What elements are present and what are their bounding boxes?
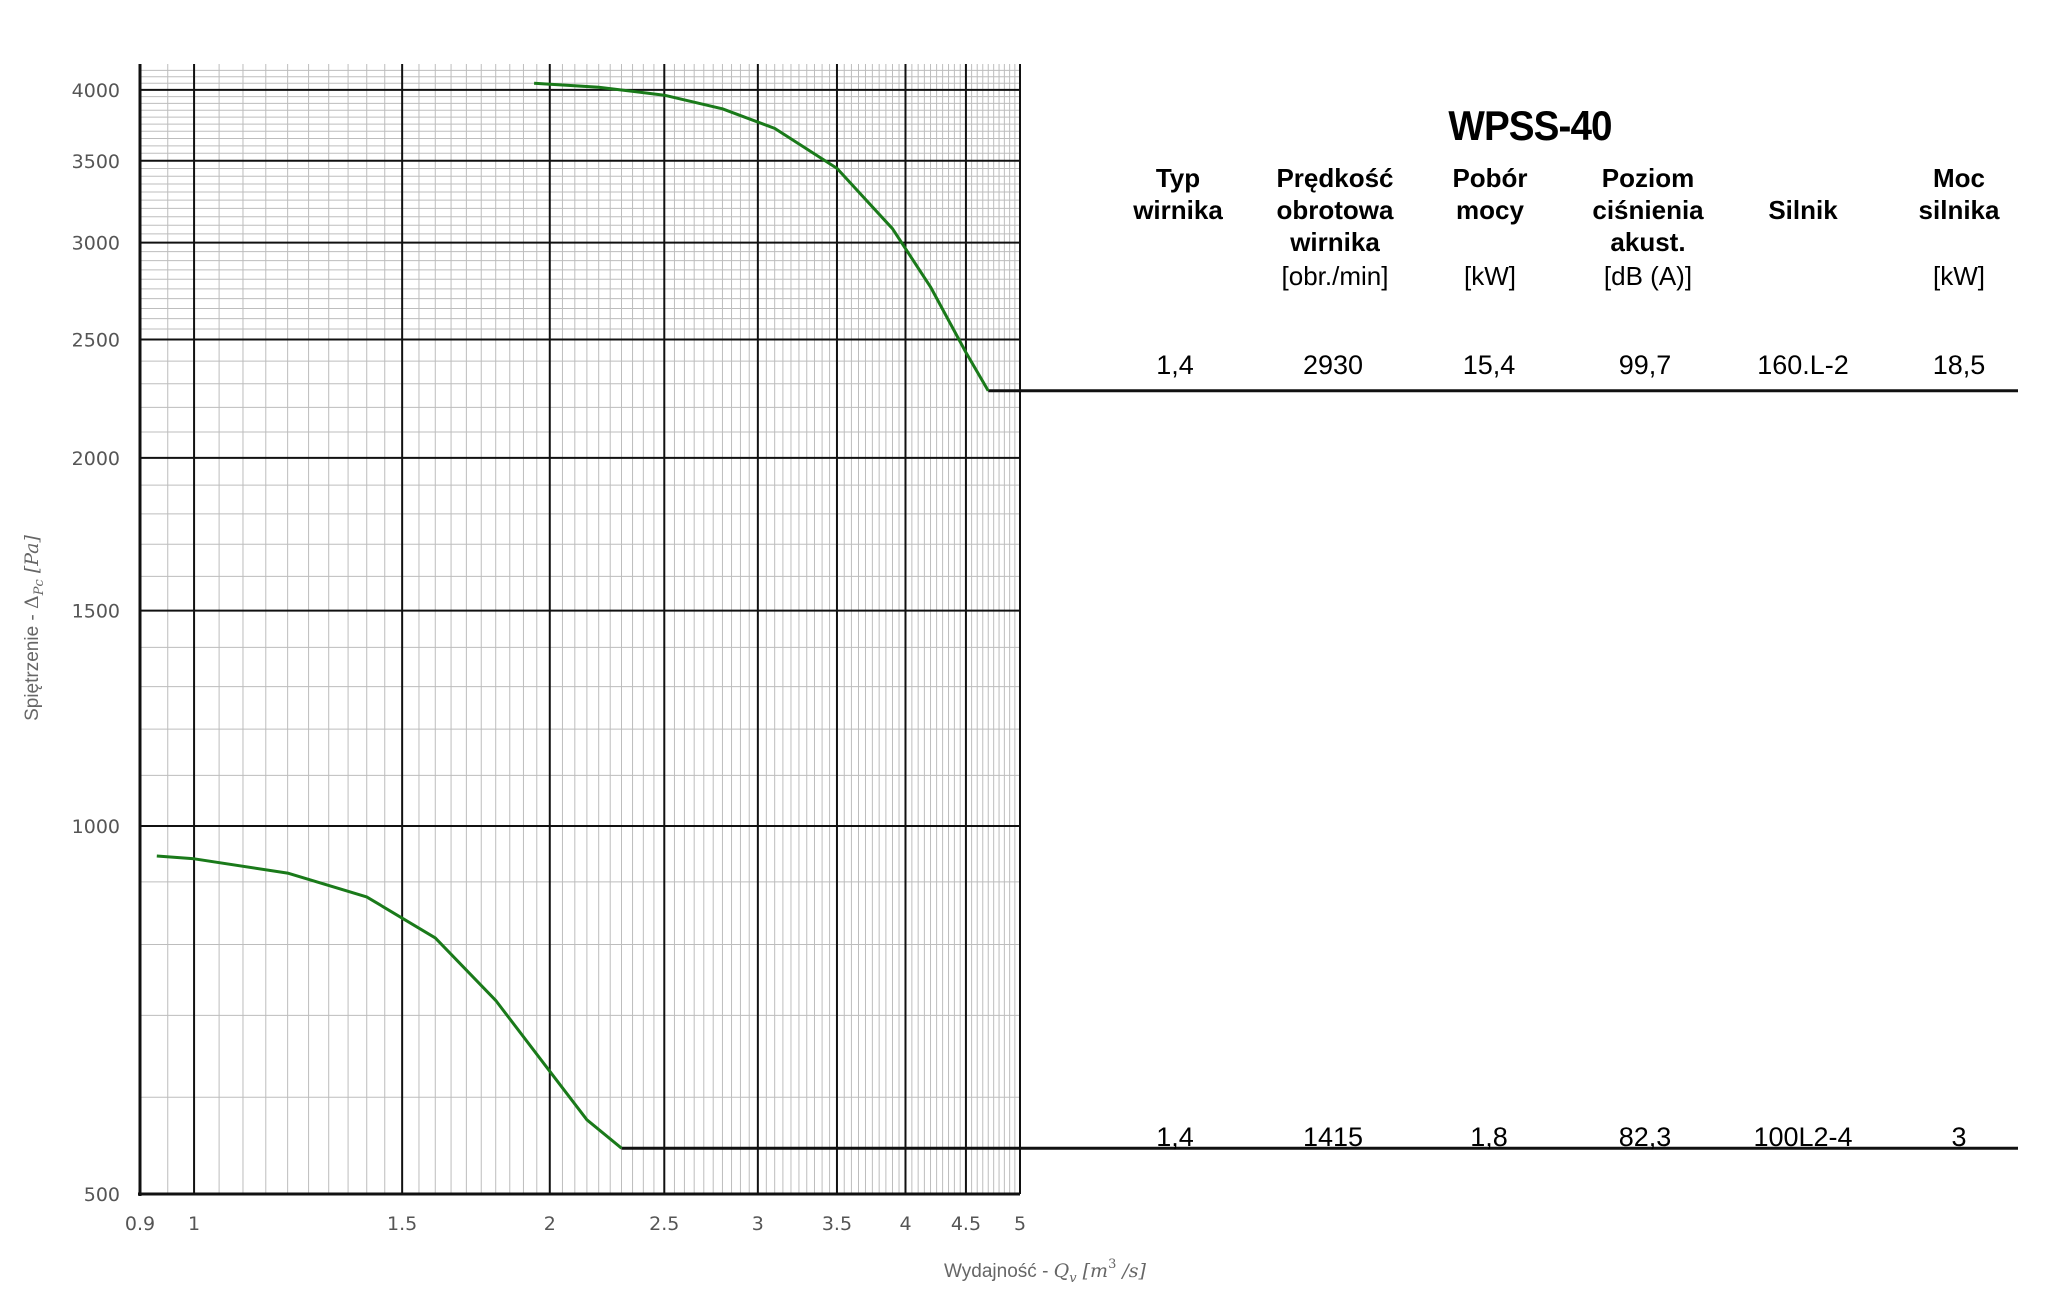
axes: [138, 64, 1020, 1196]
leader-lines: [621, 389, 2018, 1150]
y-tick-label: 2000: [72, 448, 120, 470]
x-tick-label: 3: [752, 1213, 764, 1235]
x-tick-label: 2: [544, 1213, 556, 1235]
x-tick-label: 3.5: [822, 1213, 852, 1235]
x-tick-label: 0.9: [125, 1213, 155, 1235]
fan-curve-line: [156, 854, 623, 1150]
y-tick-label: 500: [84, 1184, 120, 1206]
major-grid: [140, 64, 1021, 1194]
y-tick-label: 1500: [72, 601, 120, 623]
y-tick-labels: 500 1000 1500 2000 2500 3000 3500 4000: [72, 80, 120, 1206]
y-tick-label: 3500: [72, 151, 120, 173]
fan-curves: [156, 81, 990, 1150]
x-tick-label: 4.5: [951, 1213, 981, 1235]
minor-grid: [140, 64, 1020, 1194]
x-tick-label: 1: [188, 1213, 200, 1235]
fan-curve-line: [534, 81, 990, 392]
y-tick-label: 1000: [72, 816, 120, 838]
y-tick-label: 3000: [72, 233, 120, 255]
x-axis-label: Wydajność - Qv [m3 /s]: [944, 1257, 1147, 1286]
x-tick-label: 2.5: [649, 1213, 679, 1235]
x-tick-labels: 0.9 1 1.5 2 2.5 3 3.5 4 4.5 5: [125, 1213, 1026, 1235]
y-tick-label: 2500: [72, 329, 120, 351]
x-tick-label: 5: [1014, 1213, 1026, 1235]
x-tick-label: 4: [899, 1213, 911, 1235]
y-axis-label: Spiętrzenie - ΔPc [Pa]: [21, 534, 47, 720]
x-tick-label: 1.5: [387, 1213, 417, 1235]
y-tick-label: 4000: [72, 80, 120, 102]
